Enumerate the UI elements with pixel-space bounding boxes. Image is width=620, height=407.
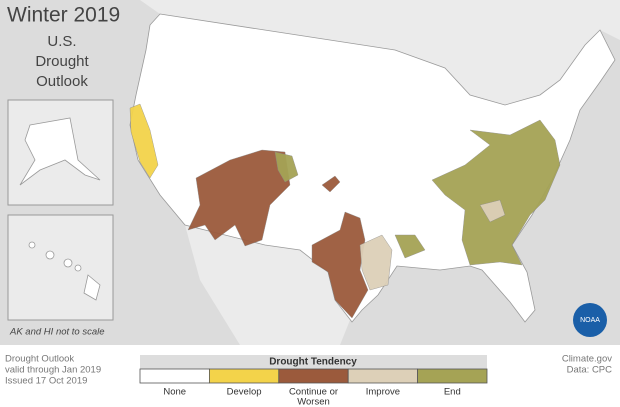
footer-left: Issued 17 Oct 2019: [5, 376, 87, 387]
drought-region: [311, 211, 369, 319]
legend-swatch: [347, 368, 419, 384]
legend-label: End: [444, 387, 461, 398]
scale-note: AK and HI not to scale: [9, 327, 105, 338]
drought-region: [274, 151, 299, 183]
legend-label: Worsen: [297, 397, 330, 407]
drought-region: [479, 199, 506, 223]
drought-region: [321, 175, 341, 193]
drought-region: [187, 149, 291, 247]
legend-swatch: [278, 368, 349, 384]
legend-label: Improve: [366, 387, 400, 398]
legend-swatch: [139, 368, 210, 384]
title: Winter 2019: [7, 4, 120, 27]
noaa-logo-text: NOAA: [580, 317, 600, 324]
legend-label: None: [163, 387, 186, 398]
subtitle-line: Drought: [35, 53, 89, 70]
drought-region: [129, 103, 159, 179]
drought-region: [394, 234, 426, 259]
legend-label: Develop: [227, 387, 262, 398]
legend-title: Drought Tendency: [269, 357, 357, 368]
drought-region: [431, 119, 561, 266]
footer-right: Climate.gov: [562, 354, 612, 365]
footer-left: valid through Jan 2019: [5, 365, 101, 376]
subtitle-line: U.S.: [47, 33, 76, 50]
hawaii-inset: [7, 214, 114, 321]
legend-label: Continue or: [289, 387, 338, 398]
subtitle-line: Outlook: [36, 73, 88, 90]
legend-swatch: [208, 368, 280, 384]
legend-header: [140, 355, 487, 369]
footer-right: Data: CPC: [567, 365, 613, 376]
hawaii: [28, 241, 101, 301]
canada: [110, 0, 620, 105]
alaska: [19, 117, 101, 186]
legend-swatch: [417, 368, 488, 384]
noaa-logo: [573, 303, 607, 337]
drought-region: [359, 234, 393, 291]
footer-left: Drought Outlook: [5, 354, 74, 365]
